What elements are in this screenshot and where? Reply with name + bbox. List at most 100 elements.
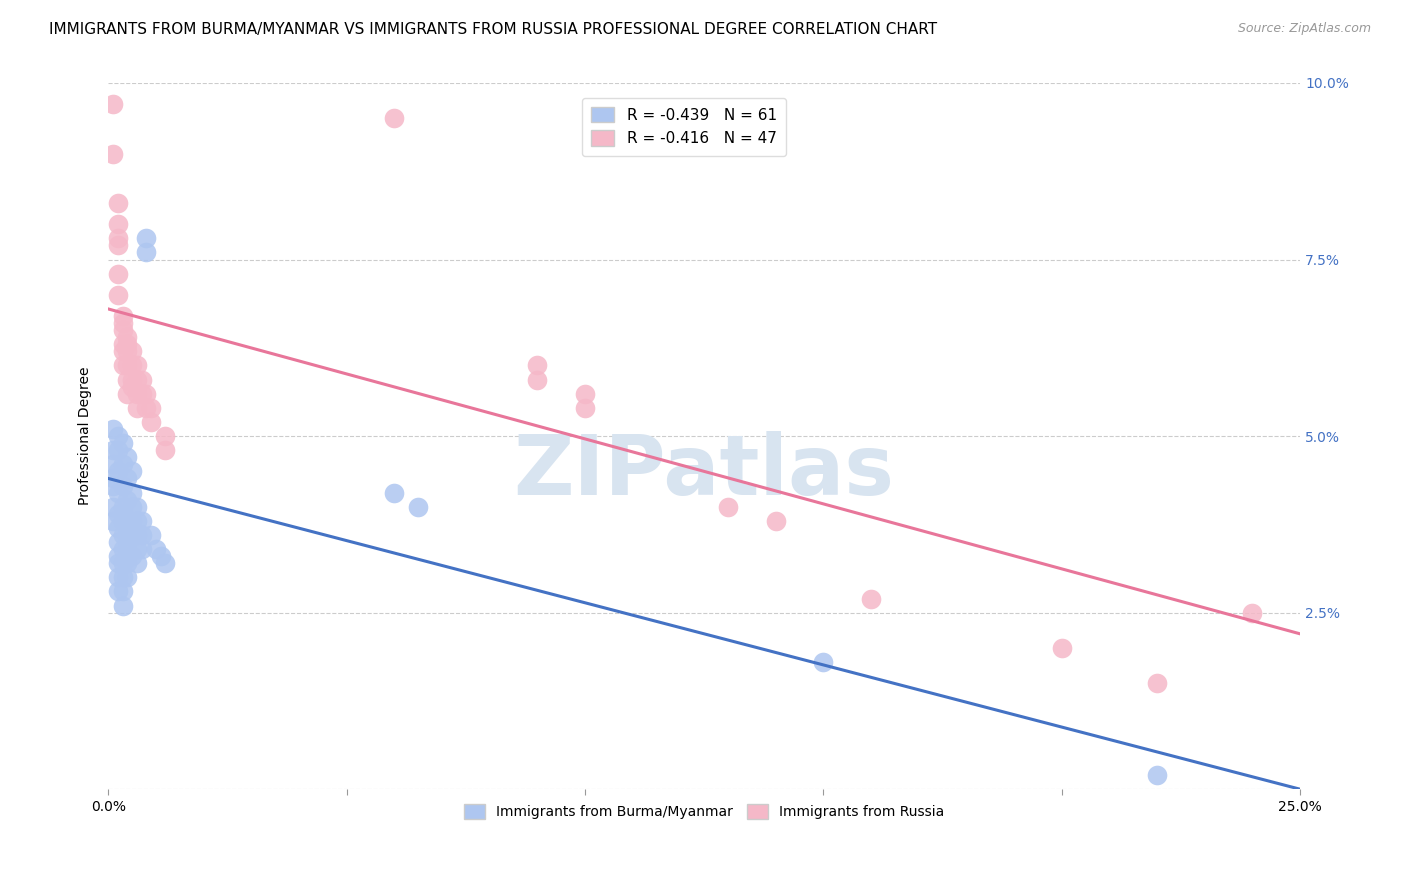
Point [131, 373, 153, 387]
Point [131, 386, 153, 401]
Point [121, 359, 143, 373]
Point [117, 492, 139, 507]
Point [135, 245, 157, 260]
Point [121, 344, 143, 359]
Point [1241, 606, 1264, 620]
Point [107, 231, 129, 245]
Point [121, 528, 143, 542]
Point [111, 309, 134, 323]
Point [107, 549, 129, 563]
Point [117, 528, 139, 542]
Point [101, 478, 124, 492]
Point [111, 478, 134, 492]
Point [131, 514, 153, 528]
Point [117, 471, 139, 485]
Point [155, 429, 177, 443]
Point [125, 528, 148, 542]
Point [765, 514, 787, 528]
Point [111, 359, 134, 373]
Point [101, 514, 124, 528]
Point [111, 436, 134, 450]
Point [117, 450, 139, 465]
Point [101, 422, 124, 436]
Point [101, 97, 124, 112]
Point [107, 521, 129, 535]
Point [107, 584, 129, 599]
Point [117, 514, 139, 528]
Point [111, 316, 134, 330]
Point [125, 542, 148, 557]
Point [101, 471, 124, 485]
Point [111, 528, 134, 542]
Point [382, 485, 405, 500]
Point [111, 323, 134, 337]
Point [107, 429, 129, 443]
Point [406, 500, 429, 514]
Point [117, 542, 139, 557]
Point [107, 464, 129, 478]
Point [117, 359, 139, 373]
Point [149, 549, 172, 563]
Point [117, 556, 139, 570]
Text: ZIPatlas: ZIPatlas [513, 431, 894, 512]
Point [860, 591, 883, 606]
Point [121, 549, 143, 563]
Point [125, 401, 148, 415]
Point [125, 359, 148, 373]
Point [111, 514, 134, 528]
Point [111, 570, 134, 584]
Point [813, 655, 835, 669]
Point [141, 528, 163, 542]
Point [111, 556, 134, 570]
Point [121, 464, 143, 478]
Point [141, 401, 163, 415]
Point [155, 443, 177, 458]
Point [717, 500, 740, 514]
Point [121, 514, 143, 528]
Point [141, 415, 163, 429]
Point [117, 570, 139, 584]
Point [125, 373, 148, 387]
Point [107, 288, 129, 302]
Point [125, 386, 148, 401]
Point [107, 485, 129, 500]
Point [131, 528, 153, 542]
Point [526, 373, 548, 387]
Point [117, 373, 139, 387]
Point [111, 542, 134, 557]
Point [107, 217, 129, 231]
Point [117, 330, 139, 344]
Point [145, 542, 167, 557]
Point [155, 556, 177, 570]
Point [125, 500, 148, 514]
Point [574, 386, 596, 401]
Point [107, 535, 129, 549]
Point [117, 386, 139, 401]
Legend: Immigrants from Burma/Myanmar, Immigrants from Russia: Immigrants from Burma/Myanmar, Immigrant… [458, 798, 949, 824]
Point [101, 443, 124, 458]
Point [107, 196, 129, 211]
Point [135, 386, 157, 401]
Point [107, 267, 129, 281]
Point [111, 584, 134, 599]
Point [121, 373, 143, 387]
Point [111, 500, 134, 514]
Point [135, 231, 157, 245]
Point [117, 344, 139, 359]
Point [131, 542, 153, 557]
Y-axis label: Professional Degree: Professional Degree [79, 367, 93, 506]
Point [135, 401, 157, 415]
Text: IMMIGRANTS FROM BURMA/MYANMAR VS IMMIGRANTS FROM RUSSIA PROFESSIONAL DEGREE CORR: IMMIGRANTS FROM BURMA/MYANMAR VS IMMIGRA… [49, 22, 938, 37]
Point [121, 500, 143, 514]
Text: Source: ZipAtlas.com: Source: ZipAtlas.com [1237, 22, 1371, 36]
Point [107, 238, 129, 252]
Point [121, 379, 143, 393]
Point [111, 458, 134, 472]
Point [101, 500, 124, 514]
Point [125, 556, 148, 570]
Point [574, 401, 596, 415]
Point [107, 507, 129, 521]
Point [111, 599, 134, 613]
Point [107, 570, 129, 584]
Point [101, 458, 124, 472]
